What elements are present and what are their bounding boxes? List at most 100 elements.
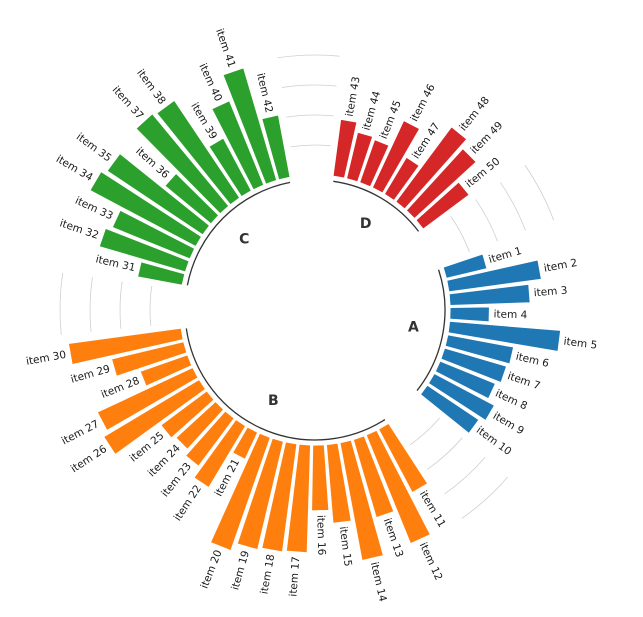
bar-item-25: [159, 389, 216, 440]
bar-item-1: [442, 253, 488, 280]
bar-item-30: [67, 327, 184, 366]
item-label: item 43: [344, 76, 363, 118]
grid-arc-25: [450, 216, 470, 252]
bar-item-31: [136, 260, 186, 287]
bar-item-9: [427, 372, 496, 422]
item-label: item 40: [196, 62, 224, 104]
grid-arc-100: [461, 476, 509, 519]
item-label: item 19: [229, 549, 252, 591]
bar-item-36: [163, 172, 220, 225]
grid-arc-50: [475, 199, 498, 242]
bar-item-23: [184, 410, 236, 468]
bar-item-7: [439, 347, 508, 384]
item-label: item 7: [506, 370, 542, 392]
grid-arc-75: [89, 277, 93, 332]
grid-arc-75: [444, 457, 486, 495]
item-label: item 17: [287, 556, 302, 597]
grid-arc-100: [524, 165, 554, 221]
bar-item-46: [371, 119, 421, 194]
item-label: item 49: [468, 119, 505, 156]
grid-arc-75: [499, 182, 526, 231]
item-label: item 26: [69, 443, 110, 475]
bar-item-32: [98, 227, 191, 273]
item-label: item 2: [543, 257, 578, 275]
bar-item-33: [111, 209, 196, 260]
grid-arc-25: [149, 285, 153, 326]
item-label: item 16: [314, 515, 327, 556]
bar-item-8: [434, 360, 497, 400]
bar-item-5: [447, 320, 562, 353]
bar-item-42: [260, 114, 291, 181]
bar-item-16: [310, 444, 330, 512]
bar-item-21: [231, 426, 259, 461]
item-label: item 41: [213, 27, 237, 69]
group-layer: A B C D: [185, 180, 446, 441]
bar-item-2: [446, 259, 543, 293]
item-label: item 42: [254, 72, 275, 114]
bar-item-40: [210, 99, 265, 191]
item-label: item 37: [110, 84, 146, 122]
group-arc-D: [333, 180, 420, 232]
group-label-B: B: [268, 393, 279, 409]
bar-item-22: [192, 418, 247, 489]
bar-item-41: [222, 66, 278, 186]
bar-item-44: [345, 131, 374, 183]
bar-item-28: [139, 353, 193, 388]
bar-item-6: [444, 333, 515, 365]
grid-arc-50: [119, 281, 123, 329]
item-label: item 46: [408, 82, 437, 124]
group-arc-A: [416, 269, 446, 391]
item-label: item 29: [69, 363, 111, 386]
bar-item-26: [102, 378, 207, 456]
item-label: item 8: [493, 388, 529, 413]
bar-item-43: [332, 118, 358, 179]
item-label: item 1: [487, 245, 523, 266]
bar-item-45: [358, 138, 390, 188]
item-label: item 6: [515, 351, 551, 370]
bar-item-50: [414, 180, 471, 231]
item-label: item 30: [25, 349, 67, 368]
bar-item-27: [96, 366, 200, 432]
group-label-D: D: [360, 216, 372, 232]
grid-arc-75: [281, 84, 337, 88]
bar-item-38: [155, 99, 241, 206]
bar-item-48: [394, 125, 468, 210]
item-label: item 4: [493, 308, 527, 321]
bar-item-24: [174, 400, 225, 451]
item-label: item 3: [533, 285, 568, 300]
item-label: item 48: [457, 95, 492, 134]
item-label: item 15: [337, 526, 354, 568]
grid-arc-25: [409, 417, 441, 446]
grid-arc-100: [59, 272, 64, 335]
bar-item-47: [383, 156, 421, 202]
bar-item-15: [325, 442, 353, 525]
item-label: item 12: [417, 541, 445, 583]
item-label: item 31: [94, 253, 136, 274]
bar-item-49: [405, 147, 478, 220]
bar-item-18: [260, 441, 298, 553]
grid-arc-50: [427, 437, 463, 470]
item-label: item 18: [258, 553, 277, 595]
bar-item-10: [419, 384, 480, 435]
item-label: item 14: [368, 561, 389, 603]
bar-item-4: [449, 306, 491, 323]
bar-layer: [67, 66, 562, 562]
group-label-C: C: [239, 231, 249, 247]
item-label: item 34: [54, 153, 95, 184]
item-label: item 27: [60, 418, 101, 447]
item-label: item 38: [134, 67, 168, 107]
bar-item-11: [377, 422, 429, 494]
bar-item-19: [236, 437, 285, 551]
bar-item-13: [352, 434, 395, 519]
group-arc-B: [185, 328, 386, 441]
bar-item-35: [106, 152, 211, 236]
bar-item-34: [88, 170, 203, 248]
bar-item-39: [207, 137, 253, 198]
bar-item-17: [285, 443, 312, 554]
bar-item-3: [448, 283, 531, 307]
bar-item-12: [365, 429, 432, 545]
grid-arc-50: [286, 114, 334, 118]
grid-layer: [59, 54, 554, 519]
item-label: item 9: [491, 410, 526, 437]
